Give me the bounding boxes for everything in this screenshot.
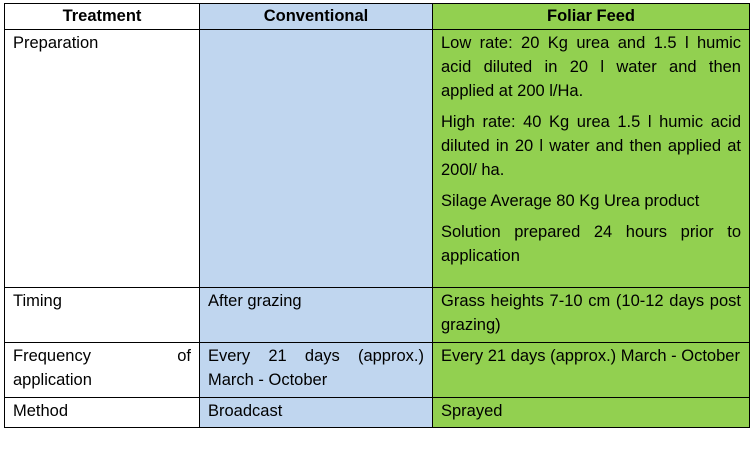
header-treatment: Treatment xyxy=(4,3,200,30)
header-conventional: Conventional xyxy=(199,3,433,30)
cell-preparation-foliar: Low rate: 20 Kg urea and 1.5 l humic aci… xyxy=(432,29,750,288)
cell-timing-conventional: After grazing xyxy=(199,287,433,343)
header-row: Treatment Conventional Foliar Feed xyxy=(4,3,750,30)
cell-frequency-foliar: Every 21 days (approx.) March - October xyxy=(432,342,750,398)
table-row-frequency: Frequency of application Every 21 days (… xyxy=(4,342,750,398)
cell-method-label: Method xyxy=(4,397,200,428)
table-row-method: Method Broadcast Sprayed xyxy=(4,397,750,428)
cell-preparation-conventional xyxy=(199,29,433,288)
frequency-label-line: Frequency of xyxy=(13,344,191,368)
cell-timing-label: Timing xyxy=(4,287,200,343)
treatment-comparison-table: Treatment Conventional Foliar Feed Prepa… xyxy=(4,3,750,428)
cell-method-conventional: Broadcast xyxy=(199,397,433,428)
foliar-solution-text: Solution prepared 24 hours prior to appl… xyxy=(441,223,741,265)
foliar-silage-text: Silage Average 80 Kg Urea product xyxy=(441,192,700,210)
cell-frequency-label: Frequency of application xyxy=(4,342,200,398)
cell-preparation-label: Preparation xyxy=(4,29,200,288)
foliar-high-rate-text: High rate: 40 Kg urea 1.5 l humic acid d… xyxy=(441,113,741,179)
frequency-label-word: Frequency xyxy=(13,347,91,365)
cell-frequency-conventional: Every 21 days (approx.) March - October xyxy=(199,342,433,398)
foliar-low-rate-text: Low rate: 20 Kg urea and 1.5 l humic aci… xyxy=(441,34,741,100)
frequency-label-application: application xyxy=(13,371,92,389)
header-foliar-feed: Foliar Feed xyxy=(432,3,750,30)
cell-method-foliar: Sprayed xyxy=(432,397,750,428)
table-row-preparation: Preparation Low rate: 20 Kg urea and 1.5… xyxy=(4,29,750,288)
frequency-label-of: of xyxy=(177,347,191,365)
table-row-timing: Timing After grazing Grass heights 7-10 … xyxy=(4,287,750,343)
cell-timing-foliar: Grass heights 7-10 cm (10-12 days post g… xyxy=(432,287,750,343)
